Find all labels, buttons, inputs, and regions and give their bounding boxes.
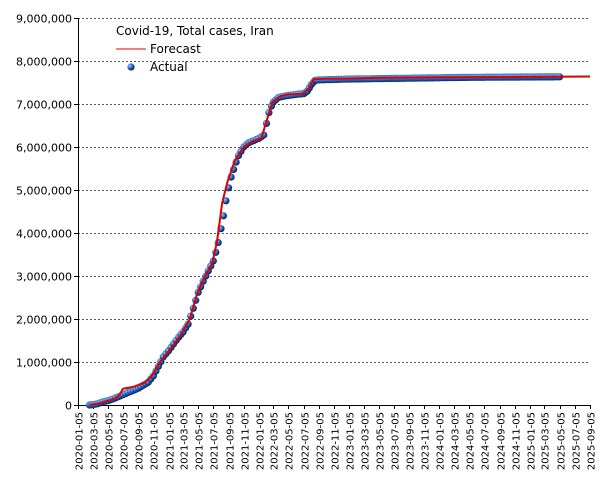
x-tick-label: 2020-01-05 bbox=[75, 412, 86, 470]
x-tick-label: 2024-11-05 bbox=[512, 412, 523, 470]
x-tick-label: 2024-01-05 bbox=[436, 412, 447, 470]
x-tick-label: 2021-01-05 bbox=[166, 412, 177, 470]
y-tick-label: 9,000,000 bbox=[16, 13, 72, 26]
y-tick-label: 3,000,000 bbox=[16, 271, 72, 284]
x-tick-label: 2022-03-05 bbox=[270, 412, 281, 470]
chart-title: Covid-19, Total cases, Iran bbox=[116, 24, 274, 38]
axes bbox=[74, 18, 591, 409]
x-tick-label: 2020-05-05 bbox=[105, 412, 116, 470]
x-tick-label: 2023-07-05 bbox=[391, 412, 402, 470]
y-tick-label: 2,000,000 bbox=[16, 314, 72, 327]
legend-actual-swatch bbox=[127, 63, 135, 71]
x-tick-label: 2025-09-05 bbox=[587, 412, 598, 470]
y-tick-label: 8,000,000 bbox=[16, 56, 72, 69]
x-tick-label: 2022-07-05 bbox=[301, 412, 312, 470]
x-tick-label: 2025-05-05 bbox=[557, 412, 568, 470]
x-tick-label: 2021-07-05 bbox=[210, 412, 221, 470]
x-tick-label: 2021-05-05 bbox=[195, 412, 206, 470]
x-tick-label: 2022-05-05 bbox=[285, 412, 296, 470]
x-tick-label: 2022-11-05 bbox=[331, 412, 342, 470]
x-tick-label: 2020-03-05 bbox=[90, 412, 101, 470]
x-tick-label: 2023-09-05 bbox=[406, 412, 417, 470]
x-tick-label: 2025-01-05 bbox=[527, 412, 538, 470]
x-tick-label: 2024-09-05 bbox=[497, 412, 508, 470]
x-tick-label: 2021-09-05 bbox=[226, 412, 237, 470]
legend-forecast-label: Forecast bbox=[150, 42, 201, 56]
x-tick-label: 2024-07-05 bbox=[481, 412, 492, 470]
x-tick-label: 2023-05-05 bbox=[376, 412, 387, 470]
x-tick-label: 2022-01-05 bbox=[256, 412, 267, 470]
y-tick-label: 7,000,000 bbox=[16, 99, 72, 112]
legend-actual-label: Actual bbox=[150, 60, 188, 74]
x-tick-label: 2024-05-05 bbox=[466, 412, 477, 470]
y-tick-label: 1,000,000 bbox=[16, 357, 72, 370]
x-tick-label: 2024-03-05 bbox=[451, 412, 462, 470]
y-tick-label: 6,000,000 bbox=[16, 142, 72, 155]
x-tick-label: 2023-11-05 bbox=[421, 412, 432, 470]
x-tick-label: 2020-09-05 bbox=[135, 412, 146, 470]
forecast-line bbox=[89, 75, 591, 406]
y-tick-labels: 0 1,000,000 2,000,000 3,000,000 4,000,000 5,0… bbox=[16, 13, 72, 413]
x-tick-label: 2021-03-05 bbox=[180, 412, 191, 470]
x-tick-label: 2021-11-05 bbox=[241, 412, 252, 470]
x-tick-label: 2023-01-05 bbox=[346, 412, 357, 470]
x-tick-label: 2020-11-05 bbox=[150, 412, 161, 470]
y-tick-label: 4,000,000 bbox=[16, 228, 72, 241]
x-tick-labels: 2020-01-05 2020-03-05 2020-05-05 2020-07-05… bbox=[75, 412, 598, 470]
legend: Covid-19, Total cases, Iran Forecast Act… bbox=[116, 24, 274, 74]
x-tick-label: 2025-07-05 bbox=[572, 412, 583, 470]
x-tick-label: 2023-03-05 bbox=[361, 412, 372, 470]
y-tick-label: 0 bbox=[65, 400, 72, 413]
series-forecast bbox=[89, 75, 591, 406]
series-actual bbox=[85, 73, 564, 409]
y-tick-label: 5,000,000 bbox=[16, 185, 72, 198]
x-tick-label: 2022-09-05 bbox=[316, 412, 327, 470]
grid bbox=[78, 18, 590, 363]
x-tick-label: 2025-03-05 bbox=[541, 412, 552, 470]
x-tick-label: 2020-07-05 bbox=[120, 412, 131, 470]
